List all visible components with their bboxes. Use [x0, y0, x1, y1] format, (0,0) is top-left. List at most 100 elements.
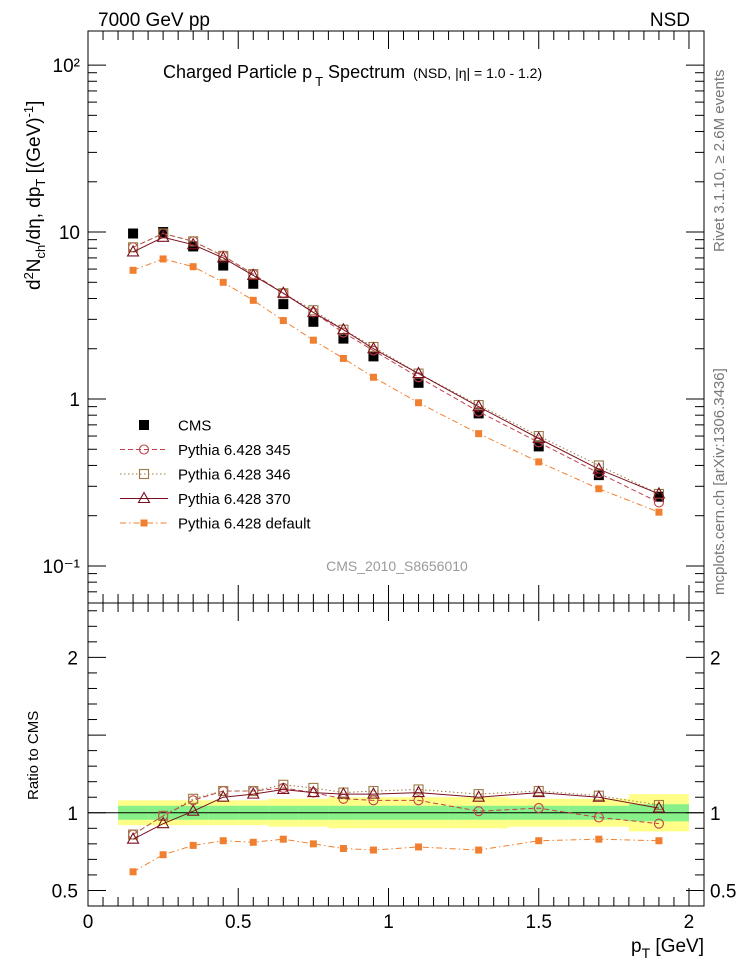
data-point-cms — [653, 491, 664, 502]
legend-marker-pythia-6-428-345 — [138, 444, 150, 455]
ratio-line-pythia-6-428-370 — [132, 788, 660, 840]
legend: CMS Pythia 6.428 345 Pythia 6.428 346 Pythi… — [120, 418, 311, 533]
data-point-pythia-6-428-370 — [592, 462, 606, 474]
ratio-y-axis-title: Ratio to CMS — [25, 711, 42, 800]
ratio-y-tick-label: 1 — [67, 804, 78, 825]
legend-label-pythia-6-428-default: Pythia 6.428 default — [178, 516, 311, 533]
x-tick-label: 1 — [383, 912, 394, 933]
legend-label-pythia-6-428-346: Pythia 6.428 346 — [178, 467, 291, 484]
data-point-cms — [278, 299, 289, 310]
ratio-point-pythia-6-428-346 — [653, 799, 664, 811]
x-tick-label: 1.5 — [526, 912, 552, 933]
data-point-pythia-6-428-346 — [188, 236, 199, 247]
ratio-point-pythia-6-428-default — [159, 851, 167, 859]
main-y-axis-title: d2Nch/dη, dpT [(GeV)-1] — [21, 101, 48, 290]
data-point-pythia-6-428-default — [369, 373, 377, 381]
y-tick-label: 10² — [53, 56, 80, 77]
legend-marker-pythia-6-428-346 — [138, 468, 150, 480]
ratio-point-pythia-6-428-370 — [472, 790, 486, 802]
data-point-pythia-6-428-370 — [246, 268, 260, 280]
main-plot-panel: 10⁻¹ 1 10 10² — [43, 30, 705, 604]
data-point-cms — [188, 241, 199, 252]
ratio-point-pythia-6-428-370 — [276, 782, 290, 795]
ratio-point-pythia-6-428-346 — [368, 785, 379, 797]
ratio-point-pythia-6-428-345 — [533, 803, 544, 814]
legend-label-cms: CMS — [178, 418, 211, 435]
ratio-point-pythia-6-428-345 — [473, 806, 484, 817]
x-tick-label: 0 — [83, 912, 94, 933]
data-point-cms — [413, 377, 424, 388]
legend-marker-cms — [139, 420, 149, 430]
data-point-pythia-6-428-370 — [412, 366, 425, 379]
main-axis-ticks: 10⁻¹ 1 10 10² — [43, 31, 704, 604]
ratio-point-pythia-6-428-345 — [413, 795, 424, 806]
ratio-point-pythia-6-428-default — [595, 835, 603, 843]
x-tick-label: 0.5 — [225, 912, 251, 933]
main-series-layer — [126, 227, 666, 516]
data-point-cms — [473, 408, 484, 419]
ratio-point-pythia-6-428-default — [309, 840, 317, 848]
ratio-point-pythia-6-428-370 — [367, 786, 380, 799]
y-tick-label: 1 — [69, 390, 80, 411]
legend-marker-pythia-6-428-370 — [137, 491, 151, 504]
x-tick-label: 2 — [684, 912, 695, 933]
ratio-point-pythia-6-428-default — [655, 837, 663, 845]
data-point-pythia-6-428-default — [129, 266, 137, 274]
ratio-point-pythia-6-428-default — [415, 843, 423, 851]
data-point-pythia-6-428-370 — [306, 305, 320, 317]
ratio-y-tick-label: 1 — [710, 804, 721, 825]
legend-marker-pythia-6-428-default — [140, 519, 148, 527]
data-point-pythia-6-428-default — [475, 430, 483, 438]
data-point-pythia-6-428-370 — [186, 237, 200, 250]
data-point-pythia-6-428-default — [309, 336, 317, 344]
y-tick-label: 10 — [59, 223, 80, 244]
ratio-line-pythia-6-428-default — [132, 838, 659, 873]
data-point-pythia-6-428-default — [655, 508, 663, 516]
ratio-point-pythia-6-428-370 — [246, 786, 260, 799]
header-left-label: 7000 GeV pp — [98, 10, 210, 31]
ratio-point-pythia-6-428-default — [219, 837, 227, 845]
ratio-point-pythia-6-428-346 — [413, 784, 424, 795]
data-point-cms — [218, 260, 229, 271]
data-point-cms — [368, 351, 379, 362]
ratio-point-pythia-6-428-370 — [216, 790, 230, 802]
legend-label-pythia-6-428-345: Pythia 6.428 345 — [178, 442, 291, 459]
data-point-pythia-6-428-default — [339, 354, 347, 362]
data-point-pythia-6-428-default — [535, 458, 543, 466]
ratio-point-pythia-6-428-345 — [593, 812, 604, 823]
data-point-pythia-6-428-370 — [532, 431, 546, 444]
ratio-point-pythia-6-428-345 — [653, 818, 664, 829]
data-point-pythia-6-428-370 — [652, 486, 666, 499]
ratio-point-pythia-6-428-default — [249, 838, 257, 846]
ratio-point-pythia-6-428-346 — [188, 793, 199, 804]
ratio-point-pythia-6-428-346 — [248, 785, 259, 797]
data-point-pythia-6-428-default — [249, 296, 257, 304]
data-point-pythia-6-428-370 — [367, 341, 380, 354]
data-point-cms — [248, 278, 259, 289]
ratio-plot-frame — [87, 602, 705, 907]
ratio-point-pythia-6-428-default — [279, 835, 287, 843]
ratio-point-pythia-6-428-default — [535, 837, 543, 845]
ratio-point-pythia-6-428-default — [339, 845, 347, 853]
data-point-pythia-6-428-default — [189, 263, 197, 271]
ratio-point-pythia-6-428-default — [475, 846, 483, 854]
data-point-cms — [338, 333, 349, 344]
ratio-y-tick-label: 2 — [710, 648, 721, 669]
ratio-plot-panel: 0.5 0.51 12 20 0.5 1 1.5 2 — [52, 602, 736, 933]
data-point-pythia-6-428-default — [159, 255, 167, 263]
data-point-pythia-6-428-346 — [158, 228, 169, 239]
ratio-point-pythia-6-428-370 — [532, 785, 546, 798]
ratio-point-pythia-6-428-370 — [592, 790, 606, 802]
ratio-point-pythia-6-428-370 — [156, 816, 170, 829]
ratio-point-pythia-6-428-370 — [186, 804, 200, 816]
data-point-pythia-6-428-370 — [216, 250, 230, 263]
x-axis-title: pT [GeV] — [631, 936, 704, 961]
data-point-cms — [593, 470, 604, 481]
data-point-pythia-6-428-370 — [336, 322, 350, 335]
data-point-pythia-6-428-default — [279, 317, 287, 325]
rivet-version-label: Rivet 3.1.10, ≥ 2.6M events — [711, 70, 728, 253]
header-right-label: NSD — [650, 10, 690, 31]
ratio-series-layer — [126, 779, 666, 876]
data-point-pythia-6-428-370 — [276, 286, 290, 298]
